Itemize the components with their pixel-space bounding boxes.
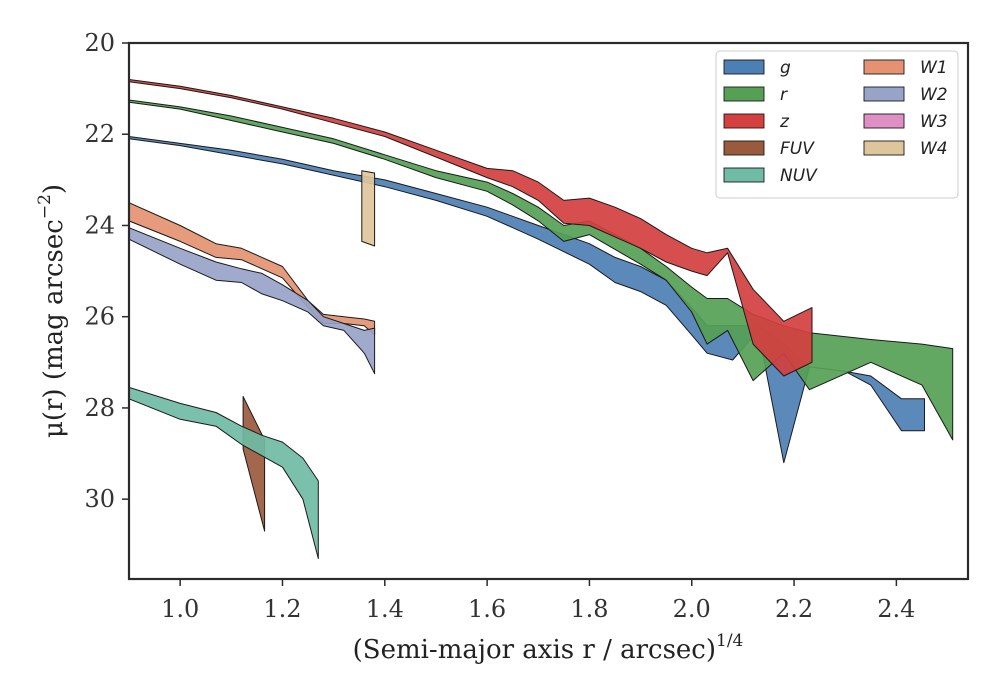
- y-axis: 20 22 24 26 28 30: [84, 29, 129, 513]
- series-layer: [129, 79, 954, 559]
- y-tick-label: 30: [84, 485, 115, 513]
- y-tick-label: 26: [84, 303, 115, 331]
- x-tick-label: 1.4: [366, 595, 404, 623]
- legend: grz FUV NUV W1 W2 W3 W4: [715, 50, 959, 199]
- legend-label-g: g: [780, 58, 791, 78]
- legend-swatch-z: [723, 113, 765, 129]
- band-g: [129, 136, 925, 464]
- y-axis-title: μ(r) (mag arcsec−2): [35, 184, 69, 438]
- legend-swatch-w3: [863, 113, 905, 129]
- y-axis-title-close: ): [39, 184, 69, 194]
- legend-swatch-g: [723, 59, 765, 75]
- x-tick-label: 1.6: [468, 595, 506, 623]
- band-w2: [129, 227, 376, 375]
- band-w4: [361, 170, 376, 247]
- x-axis-title: (Semi-major axis r / arcsec)1/4: [353, 631, 744, 665]
- y-axis-title-text: μ(r) (mag arcsec: [39, 219, 69, 438]
- x-axis-title-text: (Semi-major axis r / arcsec): [353, 635, 716, 665]
- legend-label-w4: W4: [920, 139, 948, 159]
- plot-frame: [127, 41, 970, 581]
- legend-label-w2: W2: [920, 85, 948, 105]
- band-r: [129, 99, 954, 441]
- band-fuv: [242, 396, 266, 532]
- legend-label-nuv: NUV: [780, 166, 818, 186]
- y-tick-label: 24: [84, 211, 115, 239]
- legend-label-r: r: [780, 85, 788, 105]
- band-w1: [129, 202, 376, 336]
- y-tick-label: 28: [84, 394, 115, 422]
- legend-label-fuv: FUV: [780, 139, 815, 159]
- x-tick-label: 1.0: [161, 595, 199, 623]
- band-z: [129, 79, 813, 377]
- band-nuv: [129, 386, 319, 559]
- y-tick-label: 20: [84, 29, 115, 57]
- x-axis-title-exponent: 1/4: [716, 631, 743, 651]
- x-axis: 1.0 1.2 1.4 1.6 1.8 2.0 2.2 2.4: [161, 579, 915, 623]
- legend-swatch-r: [723, 86, 765, 102]
- legend-swatch-nuv: [723, 167, 765, 183]
- legend-label-w1: W1: [920, 58, 948, 78]
- x-tick-label: 2.2: [775, 595, 813, 623]
- legend-swatch-w1: [863, 59, 905, 75]
- x-tick-label: 2.0: [673, 595, 711, 623]
- x-tick-label: 1.2: [263, 595, 301, 623]
- legend-label-w3: W3: [920, 112, 948, 132]
- y-tick-label: 22: [84, 120, 115, 148]
- x-tick-label: 1.8: [570, 595, 608, 623]
- legend-swatch-w4: [863, 140, 905, 156]
- legend-swatch-fuv: [723, 140, 765, 156]
- legend-swatch-w2: [863, 86, 905, 102]
- y-axis-title-exponent: −2: [35, 194, 55, 219]
- legend-label-z: z: [779, 112, 790, 132]
- x-tick-label: 2.4: [877, 595, 915, 623]
